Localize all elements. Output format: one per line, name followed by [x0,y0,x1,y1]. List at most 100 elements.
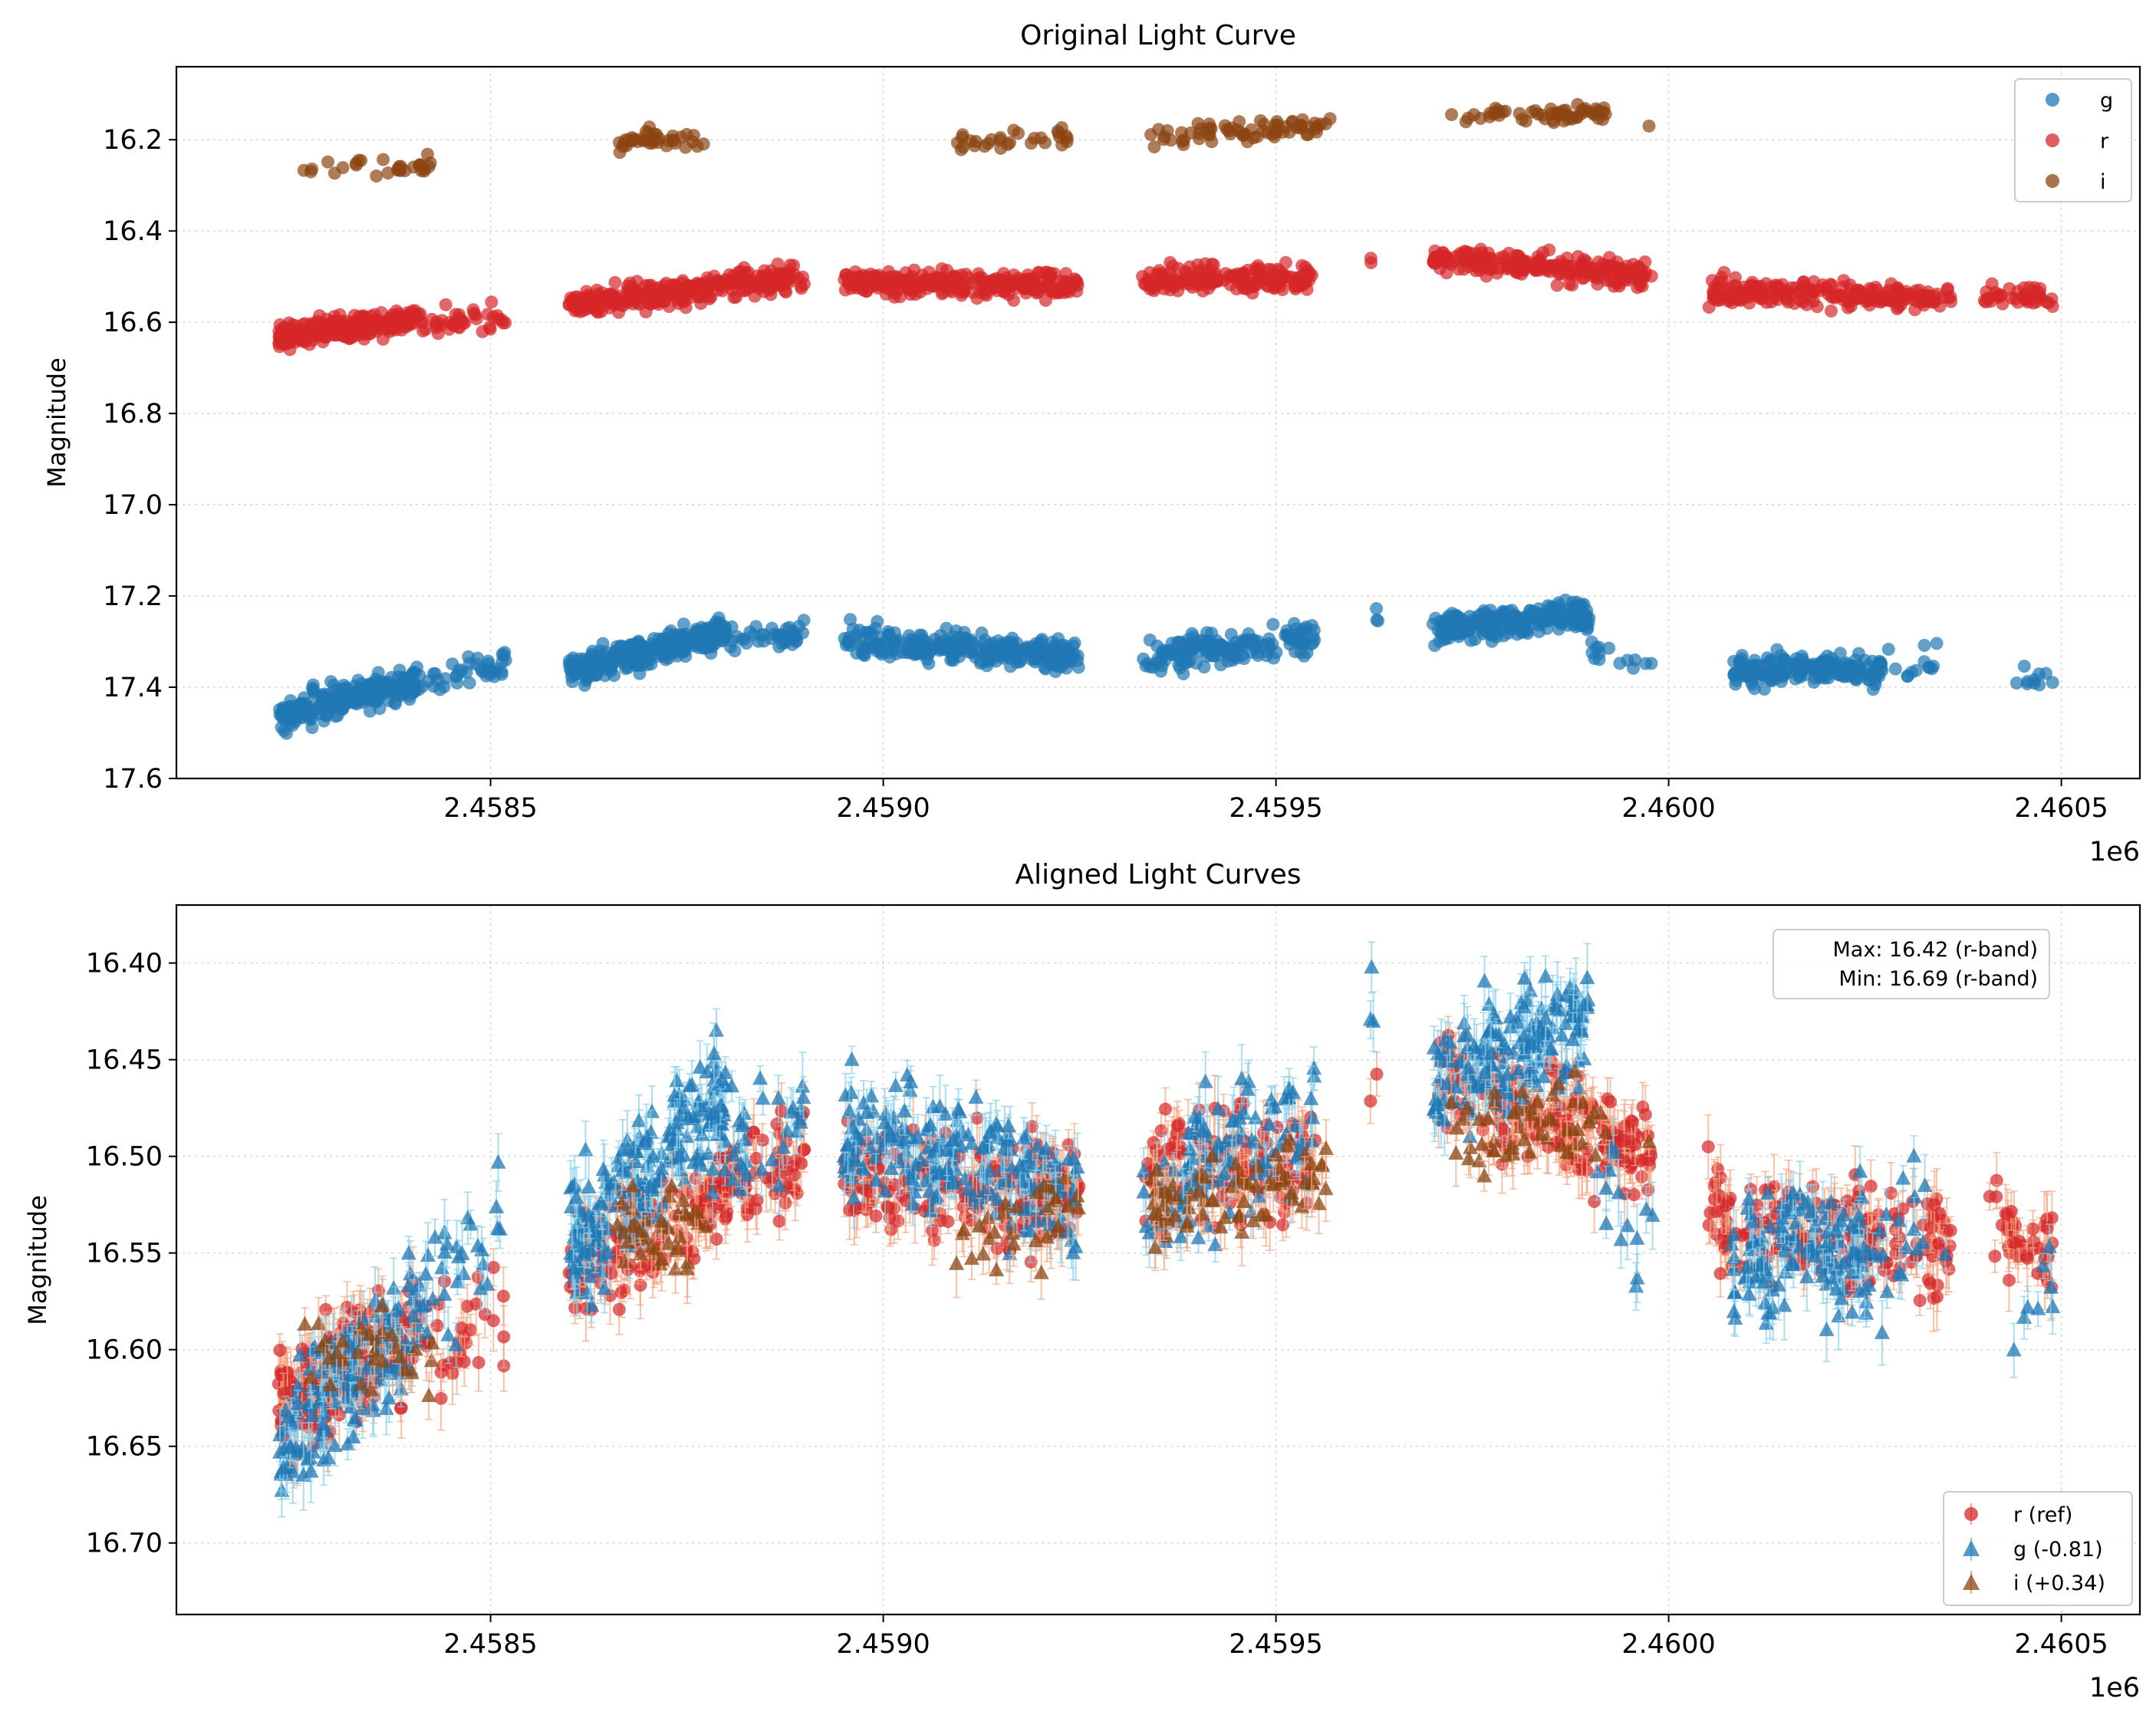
data-point [1549,262,1562,275]
data-point [388,685,402,699]
data-point [1871,290,1885,304]
data-point [1217,273,1231,287]
data-point [1018,282,1032,296]
data-point [981,137,995,150]
data-point [1029,650,1043,663]
data-point [437,680,451,694]
y-tick-label: 17.4 [103,673,163,703]
data-point [321,155,334,169]
data-point [296,318,310,331]
data-point [882,280,896,294]
data-point [1861,673,1875,686]
data-point [1746,677,1759,691]
data-point [1891,300,1905,314]
data-point [1007,293,1021,307]
data-point [765,632,778,646]
data-point [1370,613,1384,627]
data-point [306,683,320,697]
data-point [1440,252,1453,265]
y-tick-label: 16.4 [103,216,163,247]
legend-marker-r [2046,133,2059,147]
data-point [370,170,383,183]
data-point [313,309,327,323]
data-point [621,645,635,659]
data-point [612,1302,626,1316]
data-point [278,329,292,343]
data-point [788,1168,802,1182]
data-point [361,688,375,702]
data-point [1174,636,1188,650]
data-point [476,664,489,678]
data-point [413,307,427,321]
data-point [1477,606,1491,620]
data-point [1536,258,1549,272]
data-point [1644,657,1658,670]
y-tick-label: 17.0 [103,490,163,521]
original-light-curve-panel: 2.4585 2.4590 2.4595 2.4600 2.4605 16.2 16.4 16… [42,20,2141,867]
data-point [1003,136,1017,150]
data-point [416,324,430,338]
data-point [353,324,367,338]
legend: g r i [2014,78,2132,202]
data-point [289,330,303,344]
data-point [1911,295,1924,308]
data-point [1256,638,1269,652]
data-point [1053,130,1067,144]
data-point [841,634,855,647]
data-point [682,278,696,292]
data-point [1874,662,1888,676]
data-point [1979,295,1993,309]
data-point [1735,649,1749,663]
data-point [1770,285,1784,299]
data-point [305,721,319,735]
data-point [1631,281,1644,295]
data-point [497,1330,511,1344]
data-point [1191,117,1205,130]
data-point [1251,649,1265,663]
data-point [471,651,485,665]
data-point [1774,649,1788,663]
data-point [392,313,406,327]
data-point [795,1157,808,1170]
data-point [1165,637,1179,650]
data-point [1590,267,1604,281]
legend-marker-g [2046,93,2059,107]
data-point [1249,264,1263,278]
data-point [1143,633,1157,647]
data-point [933,643,946,657]
data-point [327,678,341,692]
data-point [377,153,390,166]
data-point [1560,251,1574,265]
data-point [1570,595,1584,609]
data-point [1532,625,1546,639]
data-point [763,279,777,293]
data-point [775,1165,788,1179]
data-point [1168,273,1182,287]
data-point [1552,598,1565,612]
data-point [782,620,796,634]
data-point [1759,277,1773,291]
data-point [1761,657,1775,670]
data-point [1852,283,1865,297]
data-point [1269,646,1283,660]
data-point [1279,120,1292,133]
data-point [1191,258,1205,272]
data-point [1565,110,1579,124]
data-point [383,324,397,338]
data-point [1565,278,1579,292]
data-point [453,663,466,676]
data-point [1166,259,1180,273]
data-point [1813,656,1827,670]
data-point [1044,266,1058,280]
data-point [1507,259,1521,273]
data-point [1585,635,1598,649]
data-point [999,642,1013,656]
data-point [1596,113,1610,127]
data-point [1204,649,1218,663]
data-point [613,146,627,160]
data-point [303,703,317,716]
data-point [378,686,392,699]
data-point [749,620,763,634]
data-point [1476,619,1490,633]
